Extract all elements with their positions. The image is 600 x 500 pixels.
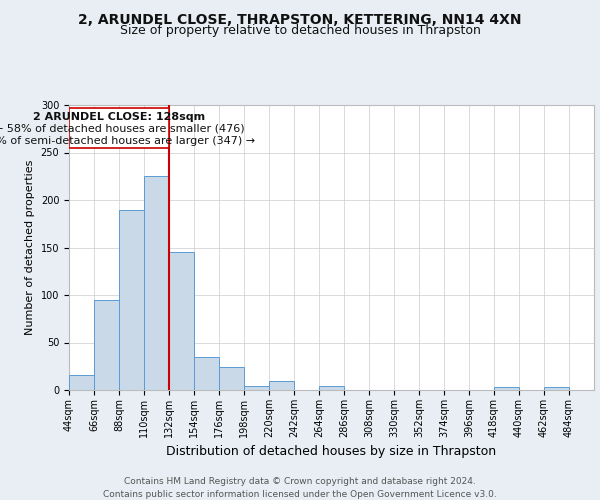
Bar xyxy=(544,387,569,390)
Bar xyxy=(94,300,119,390)
Bar xyxy=(219,367,244,390)
Text: ← 58% of detached houses are smaller (476): ← 58% of detached houses are smaller (47… xyxy=(0,124,244,134)
Bar xyxy=(494,387,519,390)
Bar xyxy=(319,386,344,390)
Text: Contains HM Land Registry data © Crown copyright and database right 2024.
Contai: Contains HM Land Registry data © Crown c… xyxy=(103,478,497,499)
Text: Size of property relative to detached houses in Thrapston: Size of property relative to detached ho… xyxy=(119,24,481,37)
Text: 42% of semi-detached houses are larger (347) →: 42% of semi-detached houses are larger (… xyxy=(0,136,256,145)
X-axis label: Distribution of detached houses by size in Thrapston: Distribution of detached houses by size … xyxy=(166,446,497,458)
Bar xyxy=(244,386,269,390)
Bar xyxy=(169,252,194,390)
Bar xyxy=(69,108,169,148)
Bar xyxy=(119,210,144,390)
Bar xyxy=(69,375,94,390)
Y-axis label: Number of detached properties: Number of detached properties xyxy=(25,160,35,335)
Text: 2 ARUNDEL CLOSE: 128sqm: 2 ARUNDEL CLOSE: 128sqm xyxy=(33,112,205,122)
Bar xyxy=(194,357,219,390)
Bar xyxy=(144,176,169,390)
Bar xyxy=(269,382,294,390)
Text: 2, ARUNDEL CLOSE, THRAPSTON, KETTERING, NN14 4XN: 2, ARUNDEL CLOSE, THRAPSTON, KETTERING, … xyxy=(78,12,522,26)
